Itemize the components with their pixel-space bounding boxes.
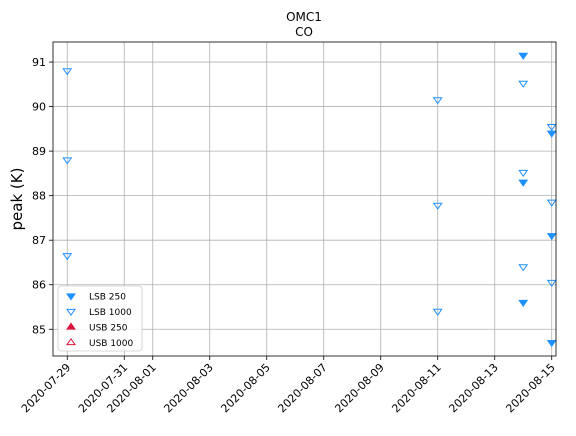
data-point [546,199,557,207]
data-point [518,179,529,187]
y-tick-label: 88 [32,190,46,203]
data-points [62,52,557,348]
data-point [518,299,529,308]
legend-marker [66,322,76,330]
y-tick-label: 90 [32,101,46,114]
y-tick-label: 85 [32,323,46,336]
legend-label: LSB 1000 [89,308,132,318]
data-point [62,68,73,76]
data-point [432,97,443,105]
y-axis-label: peak (K) [8,168,26,231]
legend-marker [66,308,76,316]
legend-label: LSB 250 [89,293,126,303]
y-tick-label: 86 [32,279,46,292]
plot-frame [52,41,557,357]
legend: LSB 250 LSB 1000 USB 250 USB 1000 [57,285,143,352]
y-tick-label: 87 [32,234,46,247]
data-point [518,264,529,272]
legend-marker [66,338,76,346]
data-point [546,279,557,287]
data-point [432,202,443,210]
legend-box [57,285,143,352]
chart-title: OMC1 [286,10,322,24]
grid [53,42,556,356]
chart-subtitle: CO [295,25,313,39]
data-point [546,339,557,348]
y-axis: 85 86 87 88 89 90 91 [32,56,53,336]
legend-label: USB 1000 [89,339,134,349]
legend-label: USB 250 [89,324,128,334]
data-point [62,253,73,261]
data-point [546,130,557,138]
data-point [432,308,443,316]
data-point [546,123,557,132]
data-point [518,80,529,88]
data-point [518,169,529,177]
y-tick-label: 91 [32,56,46,69]
legend-marker [66,293,76,301]
data-point [62,157,73,165]
data-point [518,52,529,60]
y-tick-label: 89 [32,145,46,158]
data-point [546,233,557,241]
